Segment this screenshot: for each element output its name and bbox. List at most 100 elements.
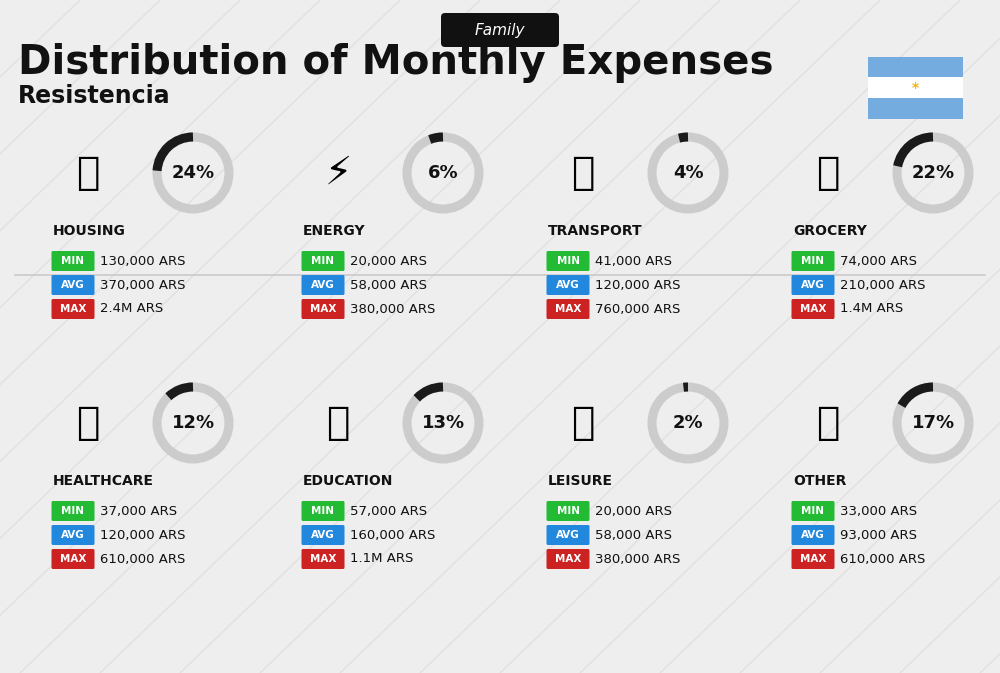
Text: MAX: MAX <box>555 554 581 564</box>
Text: MIN: MIN <box>312 256 334 266</box>
Text: AVG: AVG <box>556 530 580 540</box>
FancyBboxPatch shape <box>792 275 834 295</box>
FancyBboxPatch shape <box>792 525 834 545</box>
Text: GROCERY: GROCERY <box>793 224 867 238</box>
Text: 93,000 ARS: 93,000 ARS <box>840 528 917 542</box>
Text: 🛒: 🛒 <box>816 154 840 192</box>
Text: 🎓: 🎓 <box>326 404 350 442</box>
FancyBboxPatch shape <box>792 549 834 569</box>
Text: *: * <box>912 81 919 95</box>
FancyBboxPatch shape <box>546 299 590 319</box>
Text: 💰: 💰 <box>816 404 840 442</box>
FancyBboxPatch shape <box>546 251 590 271</box>
Text: AVG: AVG <box>311 530 335 540</box>
FancyBboxPatch shape <box>302 525 344 545</box>
FancyBboxPatch shape <box>302 501 344 521</box>
Text: MIN: MIN <box>62 506 84 516</box>
Text: 58,000 ARS: 58,000 ARS <box>595 528 672 542</box>
Text: AVG: AVG <box>801 530 825 540</box>
Text: HOUSING: HOUSING <box>53 224 126 238</box>
Text: MIN: MIN <box>556 506 580 516</box>
Text: MIN: MIN <box>556 256 580 266</box>
Text: MIN: MIN <box>312 506 334 516</box>
FancyBboxPatch shape <box>441 13 559 47</box>
Text: MAX: MAX <box>60 304 86 314</box>
Text: 210,000 ARS: 210,000 ARS <box>840 279 926 291</box>
FancyBboxPatch shape <box>302 251 344 271</box>
FancyBboxPatch shape <box>52 299 94 319</box>
Text: OTHER: OTHER <box>793 474 846 488</box>
FancyBboxPatch shape <box>792 251 834 271</box>
Text: MIN: MIN <box>802 256 824 266</box>
Text: AVG: AVG <box>556 280 580 290</box>
FancyBboxPatch shape <box>546 275 590 295</box>
Text: MAX: MAX <box>800 554 826 564</box>
Text: 760,000 ARS: 760,000 ARS <box>595 302 680 316</box>
FancyBboxPatch shape <box>868 57 963 77</box>
Text: 120,000 ARS: 120,000 ARS <box>595 279 680 291</box>
FancyBboxPatch shape <box>868 98 963 118</box>
FancyBboxPatch shape <box>302 299 344 319</box>
Text: AVG: AVG <box>801 280 825 290</box>
Text: MAX: MAX <box>310 304 336 314</box>
Text: 20,000 ARS: 20,000 ARS <box>595 505 672 518</box>
Text: 🏥: 🏥 <box>76 404 100 442</box>
Text: 1.1M ARS: 1.1M ARS <box>350 553 413 565</box>
FancyBboxPatch shape <box>52 549 94 569</box>
Text: 13%: 13% <box>421 414 465 432</box>
FancyBboxPatch shape <box>546 525 590 545</box>
Text: MIN: MIN <box>62 256 84 266</box>
Text: 22%: 22% <box>911 164 955 182</box>
Text: Resistencia: Resistencia <box>18 84 171 108</box>
Text: 57,000 ARS: 57,000 ARS <box>350 505 427 518</box>
FancyBboxPatch shape <box>302 549 344 569</box>
Text: 120,000 ARS: 120,000 ARS <box>100 528 186 542</box>
Text: 370,000 ARS: 370,000 ARS <box>100 279 186 291</box>
FancyBboxPatch shape <box>302 275 344 295</box>
Text: 6%: 6% <box>428 164 458 182</box>
Text: 33,000 ARS: 33,000 ARS <box>840 505 917 518</box>
FancyBboxPatch shape <box>52 251 94 271</box>
Text: 610,000 ARS: 610,000 ARS <box>840 553 925 565</box>
Text: 🛍: 🛍 <box>571 404 595 442</box>
Text: AVG: AVG <box>61 530 85 540</box>
FancyBboxPatch shape <box>792 299 834 319</box>
Text: 160,000 ARS: 160,000 ARS <box>350 528 435 542</box>
FancyBboxPatch shape <box>546 549 590 569</box>
Text: 37,000 ARS: 37,000 ARS <box>100 505 177 518</box>
Text: 2.4M ARS: 2.4M ARS <box>100 302 163 316</box>
Text: 24%: 24% <box>171 164 215 182</box>
Text: 🏢: 🏢 <box>76 154 100 192</box>
Text: MAX: MAX <box>555 304 581 314</box>
Text: TRANSPORT: TRANSPORT <box>548 224 643 238</box>
FancyBboxPatch shape <box>52 525 94 545</box>
Text: 380,000 ARS: 380,000 ARS <box>350 302 435 316</box>
Text: Distribution of Monthly Expenses: Distribution of Monthly Expenses <box>18 43 774 83</box>
Text: MAX: MAX <box>800 304 826 314</box>
Text: ENERGY: ENERGY <box>303 224 366 238</box>
Text: HEALTHCARE: HEALTHCARE <box>53 474 154 488</box>
Text: 1.4M ARS: 1.4M ARS <box>840 302 903 316</box>
Text: MIN: MIN <box>802 506 824 516</box>
FancyBboxPatch shape <box>546 501 590 521</box>
FancyBboxPatch shape <box>868 77 963 98</box>
Text: LEISURE: LEISURE <box>548 474 613 488</box>
Text: EDUCATION: EDUCATION <box>303 474 393 488</box>
Text: 2%: 2% <box>673 414 703 432</box>
Text: 610,000 ARS: 610,000 ARS <box>100 553 185 565</box>
FancyBboxPatch shape <box>52 501 94 521</box>
Text: 74,000 ARS: 74,000 ARS <box>840 254 917 267</box>
Text: AVG: AVG <box>311 280 335 290</box>
Text: ⚡: ⚡ <box>324 154 352 192</box>
FancyBboxPatch shape <box>52 275 94 295</box>
Text: 12%: 12% <box>171 414 215 432</box>
Text: AVG: AVG <box>61 280 85 290</box>
Text: 58,000 ARS: 58,000 ARS <box>350 279 427 291</box>
Text: 41,000 ARS: 41,000 ARS <box>595 254 672 267</box>
Text: 380,000 ARS: 380,000 ARS <box>595 553 680 565</box>
Text: Family: Family <box>475 22 525 38</box>
Text: 130,000 ARS: 130,000 ARS <box>100 254 186 267</box>
FancyBboxPatch shape <box>792 501 834 521</box>
Text: MAX: MAX <box>60 554 86 564</box>
Text: 🚌: 🚌 <box>571 154 595 192</box>
